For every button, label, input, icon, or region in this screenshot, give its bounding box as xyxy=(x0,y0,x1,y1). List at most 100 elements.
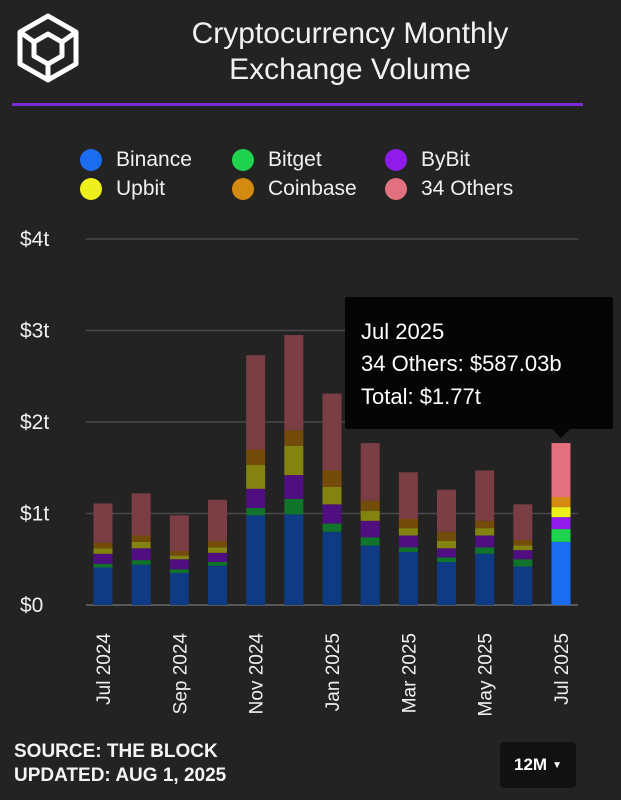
bar-segment-coinbase xyxy=(208,540,227,548)
bar-segment-upbit xyxy=(475,528,495,536)
time-range-dropdown[interactable]: 12M ▼ xyxy=(500,742,576,788)
bar-segment-34-others xyxy=(513,504,533,541)
bar-segment-binance xyxy=(551,541,571,605)
bar-segment-34-others xyxy=(551,443,571,498)
bar-segment-34-others xyxy=(322,393,342,471)
bar-segment-bybit xyxy=(131,548,151,561)
bar-segment-binance xyxy=(284,514,304,605)
y-tick-label: $4t xyxy=(20,228,49,251)
bar-segment-upbit xyxy=(437,540,456,549)
bar-segment-bybit xyxy=(398,535,418,548)
bar-segment-bybit xyxy=(360,520,380,538)
x-tick-label: May 2025 xyxy=(476,633,497,716)
legend-item-binance[interactable]: Binance xyxy=(80,148,192,172)
the-block-logo-icon xyxy=(17,13,79,83)
bar-segment-bitget xyxy=(208,561,227,566)
bar-segment-binance xyxy=(437,561,456,605)
tooltip-line1: 34 Others: $587.03b xyxy=(361,351,562,376)
legend-swatch xyxy=(385,178,407,200)
caret-down-icon: ▼ xyxy=(552,759,562,771)
bar-segment-upbit xyxy=(513,545,533,551)
legend-label: 34 Others xyxy=(421,177,514,200)
bar-segment-34-others xyxy=(437,489,456,532)
x-tick-label: Nov 2024 xyxy=(247,633,268,715)
bar-segment-bybit xyxy=(284,475,304,499)
legend-item-34-others[interactable]: 34 Others xyxy=(385,177,513,201)
bar-segment-bybit xyxy=(322,504,342,524)
bar-segment-bitget xyxy=(551,529,571,542)
bar-segment-34-others xyxy=(475,470,495,521)
legend-item-bybit[interactable]: ByBit xyxy=(385,148,470,172)
chart-title: Cryptocurrency Monthly Exchange Volume xyxy=(110,16,590,88)
legend-label: Upbit xyxy=(116,177,166,200)
legend-item-upbit[interactable]: Upbit xyxy=(80,177,165,201)
bar-segment-coinbase xyxy=(131,535,151,542)
x-tick-label: Jul 2024 xyxy=(94,633,115,705)
bar-segment-bybit xyxy=(208,552,227,562)
bar-segment-binance xyxy=(131,564,151,605)
footer: SOURCE: THE BLOCK UPDATED: AUG 1, 2025 xyxy=(14,740,226,788)
bar-segment-bitget xyxy=(360,537,380,546)
bar-segment-34-others xyxy=(398,472,418,519)
legend-swatch xyxy=(80,149,102,171)
bar-segment-upbit xyxy=(398,528,418,536)
bar-segment-bitget xyxy=(322,523,342,532)
bar-segment-coinbase xyxy=(246,449,266,466)
x-tick-label: Jul 2025 xyxy=(552,633,573,705)
bar-segment-binance xyxy=(246,515,266,605)
bar-segment-bybit xyxy=(437,548,456,558)
bar-segment-34-others xyxy=(169,515,189,552)
bar-segment-binance xyxy=(208,565,227,605)
source-label: SOURCE: THE BLOCK xyxy=(14,741,218,762)
bar-segment-coinbase xyxy=(322,470,342,487)
tooltip: Jul 2025 34 Others: $587.03b Total: $1.77t xyxy=(345,297,613,438)
legend: Binance Bitget ByBit Upbit Coinbase 34 Others xyxy=(80,148,580,212)
legend-label: ByBit xyxy=(421,148,471,171)
bar-segment-binance xyxy=(475,553,495,605)
legend-item-coinbase[interactable]: Coinbase xyxy=(232,177,357,201)
bar-segment-upbit xyxy=(551,507,571,518)
y-tick-label: $1t xyxy=(20,503,49,526)
bar-segment-upbit xyxy=(169,555,189,560)
bar-segment-34-others xyxy=(284,335,304,431)
tooltip-pointer xyxy=(552,429,570,438)
y-tick-label: $3t xyxy=(20,320,49,343)
bar-segment-bybit xyxy=(513,550,533,560)
tooltip-box xyxy=(345,297,613,429)
bar-segment-upbit xyxy=(360,510,380,521)
bar-segment-34-others xyxy=(208,499,227,541)
legend-swatch xyxy=(385,149,407,171)
bar-segment-coinbase xyxy=(437,531,456,541)
bar-segment-34-others xyxy=(360,443,380,501)
updated-label: UPDATED: AUG 1, 2025 xyxy=(14,765,227,786)
bar-segment-bybit xyxy=(246,488,266,509)
bar-segment-upbit xyxy=(93,548,113,554)
bar-segment-coinbase xyxy=(93,542,113,549)
bar-segment-bitget xyxy=(169,569,189,573)
legend-swatch xyxy=(232,178,254,200)
bar-segment-binance xyxy=(398,551,418,605)
bar-segment-bitget xyxy=(437,557,456,562)
bar-segment-bitget xyxy=(475,547,495,554)
bar-segment-bitget xyxy=(246,508,266,516)
x-tick-label: Sep 2024 xyxy=(170,633,191,715)
bar-segment-bitget xyxy=(513,559,533,567)
bar-segment-upbit xyxy=(131,541,151,549)
bar-segment-binance xyxy=(322,531,342,605)
bar-segment-bitget xyxy=(131,560,151,565)
bar-segment-34-others xyxy=(93,503,113,543)
bar-segment-34-others xyxy=(131,493,151,536)
x-tick-label: Jan 2025 xyxy=(323,633,344,711)
bar-segment-34-others xyxy=(246,355,266,450)
bar-segment-coinbase xyxy=(513,540,533,546)
bar-segment-bybit xyxy=(93,553,113,564)
legend-label: Coinbase xyxy=(268,177,357,200)
bar-segment-upbit xyxy=(322,486,342,505)
bar-segment-coinbase xyxy=(284,430,304,446)
bar-segment-binance xyxy=(169,572,189,605)
legend-item-bitget[interactable]: Bitget xyxy=(232,148,322,172)
title-divider xyxy=(12,103,583,106)
legend-swatch xyxy=(232,149,254,171)
bar-segment-bitget xyxy=(93,563,113,568)
bar-segment-binance xyxy=(360,545,380,605)
